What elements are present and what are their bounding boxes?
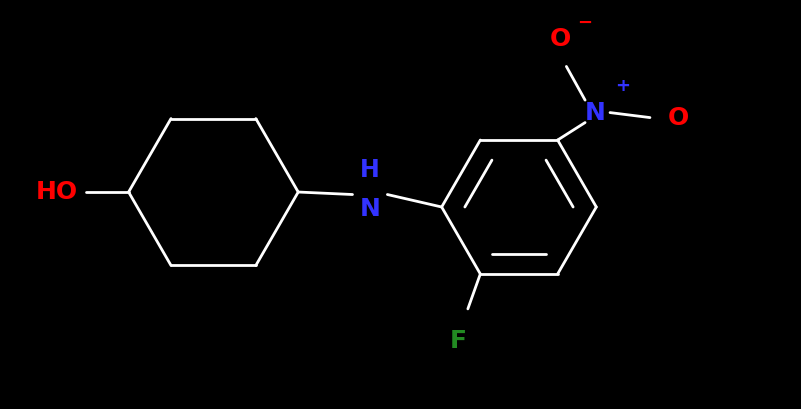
Text: −: − bbox=[578, 13, 593, 31]
Text: F: F bbox=[449, 329, 466, 353]
Text: O: O bbox=[667, 106, 689, 130]
Text: N: N bbox=[585, 101, 606, 125]
Text: +: + bbox=[615, 77, 630, 95]
Text: O: O bbox=[549, 27, 571, 52]
Text: N: N bbox=[360, 197, 380, 221]
Text: HO: HO bbox=[35, 180, 78, 204]
Text: H: H bbox=[360, 158, 380, 182]
